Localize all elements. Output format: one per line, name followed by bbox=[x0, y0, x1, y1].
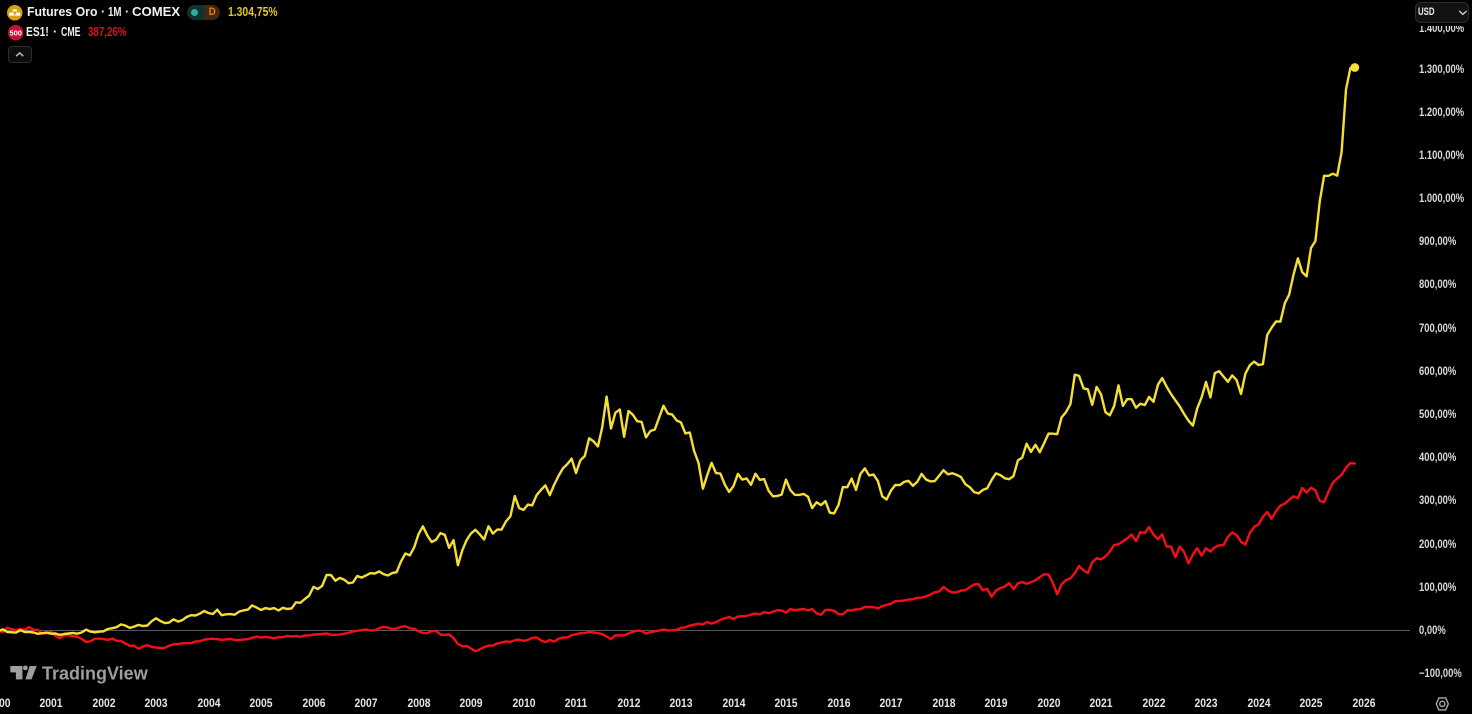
svg-text:TradingView: TradingView bbox=[42, 664, 149, 684]
svg-text:500: 500 bbox=[9, 28, 22, 37]
